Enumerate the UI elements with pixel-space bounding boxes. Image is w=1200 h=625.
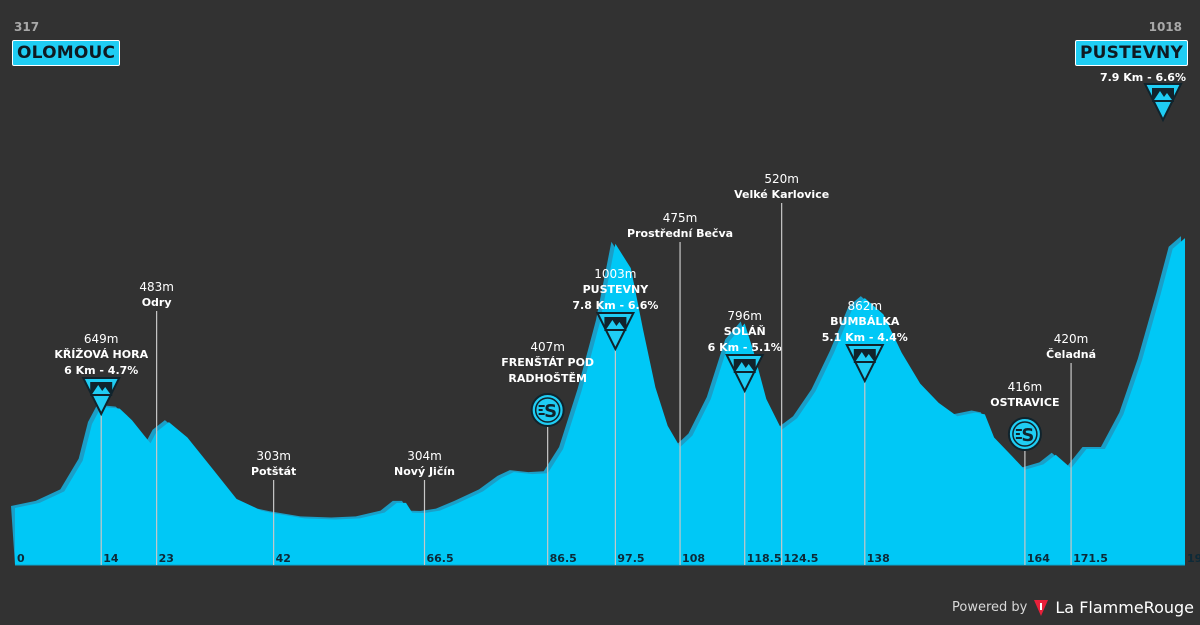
point-elevation-label: 303m [256, 449, 291, 463]
x-tick-label: 97.5 [617, 552, 644, 565]
point-elevation-label: 304m [407, 449, 442, 463]
sprint-marker-letter: S [544, 401, 557, 422]
finish-climb-stats: 7.9 Km - 6.6% [1099, 71, 1186, 84]
point-elevation-label: 649m [84, 332, 119, 346]
point-name-label: OSTRAVICE [990, 396, 1059, 409]
profile-area [15, 238, 1185, 565]
brand-name[interactable]: La FlammeRouge [1055, 598, 1194, 617]
finish-elevation: 1018 [1148, 20, 1182, 34]
point-elevation-label: 796m [727, 309, 762, 323]
point-elevation-label: 483m [139, 280, 174, 294]
climb-marker-mountain [606, 320, 625, 329]
x-tick-label: 108 [682, 552, 705, 565]
climb-marker-icon [725, 354, 765, 394]
finish-town-badge: PUSTEVNY [1074, 40, 1188, 66]
point-name-label: Odry [142, 296, 172, 309]
climb-marker-icon [595, 312, 636, 352]
x-tick-label: 124.5 [784, 552, 819, 565]
climb-marker-mountain [92, 385, 111, 394]
sprint-marker-ring [534, 397, 561, 423]
point-name-label: Potštát [251, 465, 296, 478]
point-detail-label: 7.8 Km - 6.6% [572, 299, 658, 312]
x-tick-label: 66.5 [427, 552, 454, 565]
x-tick-label: 23 [159, 552, 174, 565]
x-tick-label: 171.5 [1073, 552, 1108, 565]
sprint-marker-ring [1012, 421, 1038, 447]
point-detail-label: 6 Km - 4.7% [64, 364, 138, 377]
point-name-label: Čeladná [1046, 348, 1096, 361]
x-tick-label: 164 [1027, 552, 1050, 565]
point-detail-label: 6 Km - 5.1% [708, 341, 782, 354]
sprint-marker-letter: S [1021, 425, 1034, 446]
powered-by-label: Powered by [952, 600, 1028, 615]
x-tick-label: 14 [103, 552, 119, 565]
climb-marker-icon [81, 377, 121, 417]
climb-marker-icon [1143, 83, 1183, 123]
climb-marker-mountain [855, 352, 874, 361]
point-elevation-label: 416m [1008, 380, 1043, 394]
x-tick-label: 138 [867, 552, 890, 565]
point-elevation-label: 420m [1054, 332, 1089, 346]
point-name-label: FRENŠTÁT POD [501, 356, 594, 369]
point-name-label: KŘÍŽOVÁ HORA [54, 348, 148, 361]
point-name-label: BUMBÁLKA [830, 315, 900, 328]
point-elevation-label: 1003m [594, 267, 636, 281]
flag-logo-icon [1034, 599, 1049, 616]
x-tick-label: 42 [276, 552, 291, 565]
x-tick-label: 0 [17, 552, 25, 565]
start-elevation: 317 [14, 20, 40, 34]
point-name-label: Prostřední Bečva [627, 227, 733, 240]
climb-marker-mountain [1154, 91, 1172, 100]
sprint-marker-icon: S [530, 393, 565, 427]
point-elevation-label: 520m [764, 172, 799, 186]
point-elevation-label: 475m [663, 211, 698, 225]
point-name-label: PUSTEVNY [583, 283, 650, 296]
sprint-marker-icon: S [1007, 417, 1042, 451]
x-tick-label: 118.5 [747, 552, 782, 565]
point-name-label: Nový Jičín [394, 465, 455, 478]
climb-marker-mountain [735, 362, 754, 371]
start-town-badge: OLOMOUC [12, 40, 121, 66]
point-name-label: Velké Karlovice [734, 188, 829, 201]
point-detail-label: 5.1 Km - 4.4% [822, 331, 908, 344]
x-tick-label: 190 [1187, 552, 1200, 565]
point-elevation-label: 407m [530, 340, 565, 354]
climb-marker-icon [845, 344, 885, 384]
point-elevation-label: 862m [847, 299, 882, 313]
x-tick-label: 86.5 [550, 552, 577, 565]
point-detail-label: RADHOŠTĚM [508, 372, 587, 385]
point-name-label: SOLÁŇ [724, 325, 766, 338]
powered-by: Powered by La FlammeRouge [952, 598, 1194, 617]
